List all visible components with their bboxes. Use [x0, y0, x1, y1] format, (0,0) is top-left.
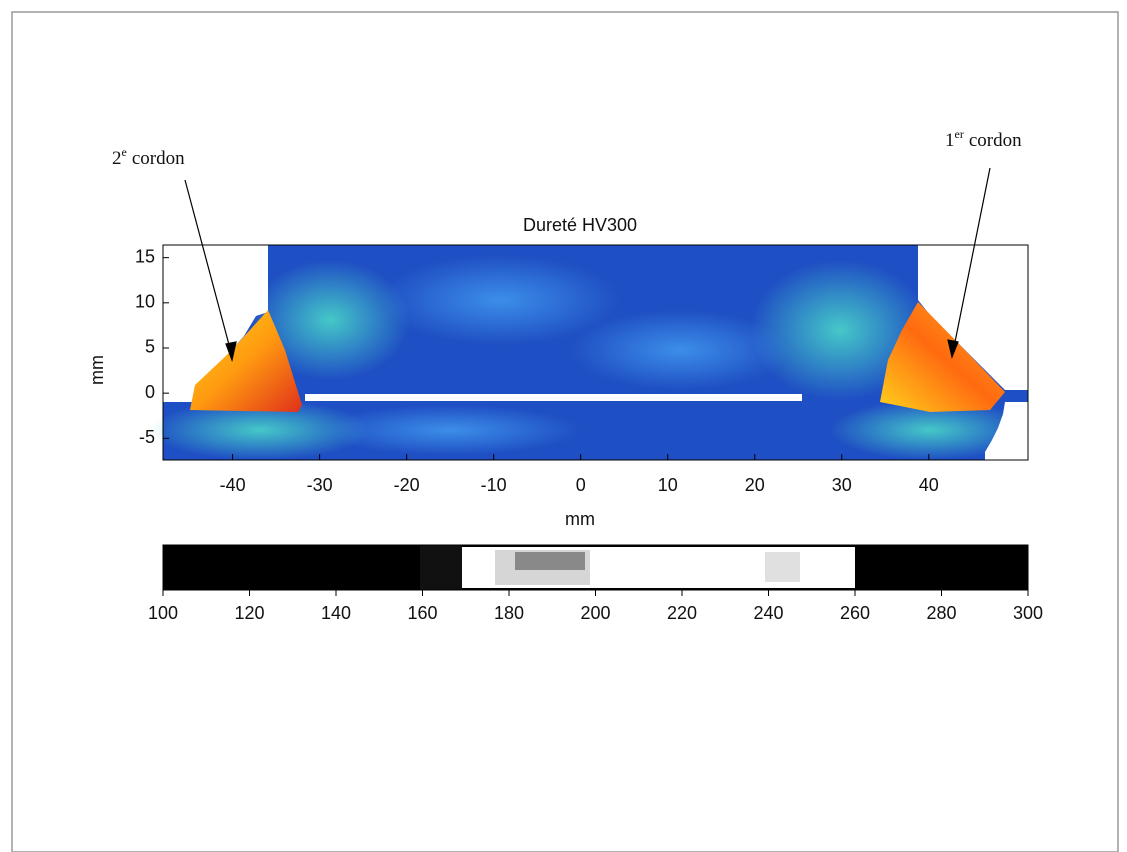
x-tick-label: 40 — [919, 475, 939, 495]
annotation-number: 1 — [945, 130, 955, 151]
y-tick-label: 10 — [135, 292, 155, 312]
annotation: 1er cordon — [945, 127, 1022, 152]
colorbar-tick-label: 240 — [753, 603, 783, 623]
colorbar — [162, 544, 1029, 591]
annotation-text: cordon — [132, 148, 185, 169]
colorbar-tick-label: 300 — [1013, 603, 1043, 623]
colorbar-tick-label: 160 — [407, 603, 437, 623]
colorbar-tick-label: 220 — [667, 603, 697, 623]
colorbar-tick-label: 100 — [148, 603, 178, 623]
annotation: 2e cordon — [112, 145, 185, 170]
x-axis-label: mm — [565, 509, 595, 529]
x-tick-label: -20 — [394, 475, 420, 495]
annotation-sup: e — [122, 145, 127, 159]
annotation-text: cordon — [969, 130, 1022, 151]
y-tick-label: 15 — [135, 246, 155, 266]
y-axis-label: mm — [87, 355, 107, 385]
colorbar-tick-label: 140 — [321, 603, 351, 623]
arrows — [184, 167, 991, 363]
x-tick-label: -10 — [481, 475, 507, 495]
colorbar-tick-label: 120 — [234, 603, 264, 623]
colorbar-tick-label: 200 — [580, 603, 610, 623]
colorbar-tick-label: 260 — [840, 603, 870, 623]
y-tick-label: -5 — [139, 427, 155, 447]
colorbar-tick-label: 280 — [926, 603, 956, 623]
chart-title: Dureté HV300 — [523, 215, 637, 235]
x-tick-label: 0 — [576, 475, 586, 495]
x-tick-label: 10 — [658, 475, 678, 495]
y-tick-label: 0 — [145, 382, 155, 402]
y-tick-label: 5 — [145, 337, 155, 357]
x-tick-label: -40 — [220, 475, 246, 495]
x-tick-label: 30 — [832, 475, 852, 495]
colorbar-tick-label: 180 — [494, 603, 524, 623]
hardness-map — [150, 244, 1030, 461]
annotation-number: 2 — [112, 148, 122, 169]
annotation-sup: er — [955, 127, 964, 141]
x-tick-label: -30 — [307, 475, 333, 495]
x-tick-label: 20 — [745, 475, 765, 495]
